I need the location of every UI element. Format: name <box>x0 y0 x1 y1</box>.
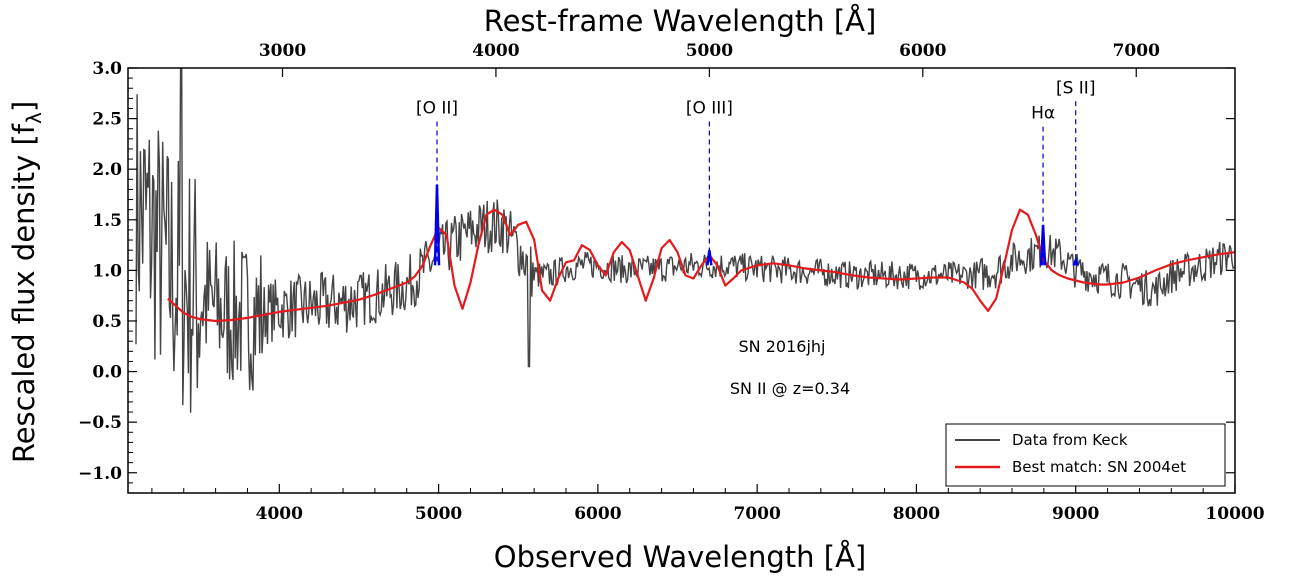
legend-box <box>945 423 1226 487</box>
y-tick-label: 2.0 <box>92 160 122 180</box>
x-tick-label: 7000 <box>733 504 780 524</box>
x-tick-label: 9000 <box>1052 504 1099 524</box>
line-marker-label: [S II] <box>1056 78 1096 98</box>
top-axis-title: Rest-frame Wavelength [Å] <box>484 4 877 38</box>
plot-frame <box>127 67 1236 494</box>
x-axis-title: Observed Wavelength [Å] <box>494 540 866 574</box>
tick-layer: 4000 5000 6000 7000 8000 9000 10000 3000 4000 500… <box>78 41 1265 524</box>
x2-tick-label: 4000 <box>472 41 519 61</box>
plot-area <box>135 68 1235 413</box>
series-best-match <box>167 208 1235 323</box>
annotation-classification: SN II @ z=0.34 <box>730 379 850 398</box>
line-marker-feature <box>1039 224 1047 266</box>
x2-tick-label: 7000 <box>1113 41 1160 61</box>
y-axis-title-main: Rescaled flux density [f <box>7 123 41 463</box>
x2-tick-label: 5000 <box>686 41 733 61</box>
line-marker-feature <box>1072 256 1079 266</box>
x2-tick-label: 3000 <box>259 41 306 61</box>
x-tick-label: 5000 <box>415 504 462 524</box>
line-marker-feature <box>433 184 441 266</box>
x2-tick-label: 6000 <box>899 41 946 61</box>
y-tick-label: 0.5 <box>92 312 122 332</box>
annotation-sn-name: SN 2016jhj <box>739 337 826 356</box>
y-tick-label: 1.5 <box>92 211 122 231</box>
y-axis-title-close: ] <box>7 101 41 112</box>
legend-label-match: Best match: SN 2004et <box>1012 458 1186 476</box>
line-markers: [O II] [O III] Hα[S II] <box>416 78 1096 266</box>
x-tick-label: 8000 <box>893 504 940 524</box>
y-tick-label: 2.5 <box>92 110 122 130</box>
y-tick-label: 3.0 <box>92 59 122 79</box>
y-tick-label: 1.0 <box>92 261 122 281</box>
x-tick-label: 10000 <box>1205 504 1264 524</box>
line-marker-label: Hα <box>1031 104 1055 124</box>
legend: Data from Keck Best match: SN 2004et <box>945 423 1226 487</box>
y-tick-label: −0.5 <box>78 413 122 433</box>
y-axis-title: Rescaled flux density [fλ] <box>7 101 46 463</box>
x-tick-label: 4000 <box>256 504 303 524</box>
legend-label-data: Data from Keck <box>1012 431 1128 449</box>
line-marker-label: [O II] <box>416 99 458 119</box>
line-marker-feature <box>706 249 713 266</box>
y-tick-label: 0.0 <box>92 363 122 383</box>
series-data-keck <box>135 68 1235 413</box>
y-tick-label: −1.0 <box>78 464 122 484</box>
y-axis-title-sub: λ <box>22 112 46 124</box>
line-marker-label: [O III] <box>686 99 733 119</box>
x-tick-label: 6000 <box>574 504 621 524</box>
